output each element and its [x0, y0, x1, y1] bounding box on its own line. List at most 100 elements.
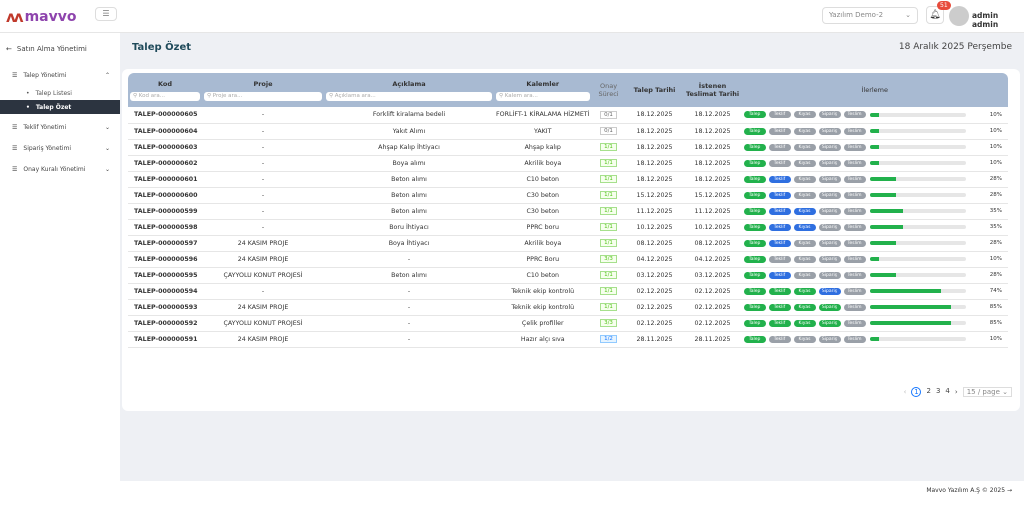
progress-percent: 10% [989, 144, 1002, 150]
progress-bar [869, 257, 966, 261]
sidebar-item-talep-ozet[interactable]: • Talep Özet [0, 100, 120, 114]
cell-onay: 3/3 [591, 315, 626, 332]
cell-kalemler: Teknik ekip kontrolü [494, 299, 592, 316]
cell-kod[interactable]: TALEP-000000598 [128, 219, 202, 236]
table-row[interactable]: TALEP-000000600 - Beton alımı C30 beton … [128, 187, 1008, 204]
cell-kod[interactable]: TALEP-000000591 [128, 331, 202, 348]
user-name[interactable]: admin admin [972, 11, 999, 29]
approval-badge: 1/1 [600, 159, 617, 167]
stage-badge: Kıyas [793, 335, 816, 343]
sidebar-item-onay-kurali-yonetimi[interactable]: ☰ Onay Kuralı Yönetimi ⌄ [0, 159, 120, 180]
table-row[interactable]: TALEP-000000591 24 KASIM PROJE - Hazır a… [128, 331, 1008, 348]
cell-kalemler: PPRC boru [494, 219, 592, 236]
stage-badge: Teslim [843, 223, 866, 231]
cell-teslimat-tarihi: 28.11.2025 [683, 331, 742, 348]
sidebar: ← Satın Alma Yönetimi ☰ Talep Yönetimi ⌃ • T… [0, 33, 120, 505]
col-proje: Proje ⚲ Proje ara... [202, 73, 324, 107]
next-page-icon[interactable]: › [954, 388, 958, 396]
table-row[interactable]: TALEP-000000605 - Forklift kiralama bede… [128, 107, 1008, 124]
sidebar-toggle-button[interactable]: ☰ [95, 7, 117, 21]
cell-kod[interactable]: TALEP-000000599 [128, 203, 202, 220]
avatar[interactable] [949, 6, 969, 26]
company-select-value: Yazılım Demo-2 [829, 11, 884, 19]
table-row[interactable]: TALEP-000000594 - - Teknik ekip kontrolü… [128, 283, 1008, 300]
cell-kod[interactable]: TALEP-000000592 [128, 315, 202, 332]
cell-kod[interactable]: TALEP-000000594 [128, 283, 202, 300]
sidebar-item-talep-listesi[interactable]: • Talep Listesi [0, 86, 120, 100]
table-row[interactable]: TALEP-000000595 ÇAYYOLU KONUT PROJESİ Be… [128, 267, 1008, 284]
cell-onay: 1/1 [591, 299, 626, 316]
notification-bell-icon[interactable]: 🔔︎ [926, 6, 944, 24]
col-onay: Onay Süreci [591, 73, 626, 107]
logo[interactable]: ᴧᴧ mavvo [6, 8, 76, 26]
page-1-button[interactable]: 1 [911, 387, 922, 397]
progress-percent: 35% [989, 208, 1002, 214]
page-3-button[interactable]: 3 [935, 387, 941, 395]
kod-search-input[interactable]: ⚲ Kod ara... [130, 91, 200, 101]
stage-badge: Sipariş [818, 255, 841, 263]
cell-talep-tarihi: 10.12.2025 [625, 219, 684, 236]
company-select[interactable]: Yazılım Demo-2 ⌄ [822, 7, 918, 24]
cell-kod[interactable]: TALEP-000000597 [128, 235, 202, 252]
page-title: Talep Özet [132, 42, 192, 53]
cell-onay: 1/1 [591, 139, 626, 156]
aciklama-search-input[interactable]: ⚲ Açıklama ara... [326, 91, 492, 101]
sidebar-item-siparis-yonetimi[interactable]: ☰ Sipariş Yönetimi ⌄ [0, 138, 120, 159]
stage-badge: Teklif [768, 127, 791, 135]
approval-badge: 1/1 [600, 303, 617, 311]
table-row[interactable]: TALEP-000000596 24 KASIM PROJE - PPRC Bo… [128, 251, 1008, 268]
stage-badge: Sipariş [818, 127, 841, 135]
table-row[interactable]: TALEP-000000604 - Yakıt Alımı YAKIT 0/1 … [128, 123, 1008, 140]
table-row[interactable]: TALEP-000000592 ÇAYYOLU KONUT PROJESİ - … [128, 315, 1008, 332]
cell-kod[interactable]: TALEP-000000604 [128, 123, 202, 140]
summary-card: Kod ⚲ Kod ara... Proje ⚲ Proje ara... Açık… [122, 69, 1020, 411]
col-talep-tarihi: Talep Tarihi [625, 73, 684, 107]
cell-talep-tarihi: 18.12.2025 [625, 139, 684, 156]
cell-onay: 1/1 [591, 283, 626, 300]
table-row[interactable]: TALEP-000000603 - Ahşap Kalıp İhtiyacı A… [128, 139, 1008, 156]
progress-bar [869, 145, 966, 149]
cell-kod[interactable]: TALEP-000000601 [128, 171, 202, 188]
proje-search-input[interactable]: ⚲ Proje ara... [204, 91, 322, 101]
progress-percent: 10% [989, 256, 1002, 262]
page-size-select[interactable]: 15 / page ⌄ [962, 387, 1012, 397]
col-teslimat-tarihi: İstenen Teslimat Tarihi [683, 73, 742, 107]
cell-kod[interactable]: TALEP-000000605 [128, 107, 202, 124]
table-row[interactable]: TALEP-000000597 24 KASIM PROJE Boya İhti… [128, 235, 1008, 252]
stage-badge: Teklif [768, 287, 791, 295]
cell-ilerleme: Talep Teklif Kıyas Sipariş Teslim 10% [741, 107, 1008, 124]
cell-onay: 1/1 [591, 203, 626, 220]
table-row[interactable]: TALEP-000000593 24 KASIM PROJE - Teknik … [128, 299, 1008, 316]
cell-ilerleme: Talep Teklif Kıyas Sipariş Teslim 10% [741, 139, 1008, 156]
cell-aciklama: Yakıt Alımı [324, 123, 494, 140]
cell-talep-tarihi: 04.12.2025 [625, 251, 684, 268]
kalemler-search-input[interactable]: ⚲ Kalem ara... [496, 91, 590, 101]
page-2-button[interactable]: 2 [926, 387, 931, 395]
stage-badge: Kıyas [793, 175, 816, 183]
stage-badge: Talep [743, 127, 766, 135]
cell-kod[interactable]: TALEP-000000595 [128, 267, 202, 284]
cell-ilerleme: Talep Teklif Kıyas Sipariş Teslim 28% [741, 267, 1008, 284]
sidebar-item-teklif-yonetimi[interactable]: ☰ Teklif Yönetimi ⌄ [0, 117, 120, 138]
stage-badge: Sipariş [818, 159, 841, 167]
cell-kod[interactable]: TALEP-000000596 [128, 251, 202, 268]
cell-kod[interactable]: TALEP-000000600 [128, 187, 202, 204]
prev-page-icon[interactable]: ‹ [903, 388, 907, 396]
approval-badge: 0/1 [600, 127, 617, 135]
cell-kod[interactable]: TALEP-000000603 [128, 139, 202, 156]
back-button[interactable]: ← Satın Alma Yönetimi [0, 33, 120, 65]
table-row[interactable]: TALEP-000000601 - Beton alımı C10 beton … [128, 171, 1008, 188]
page-4-button[interactable]: 4 [945, 387, 950, 395]
cell-aciklama: Forklift kiralama bedeli [324, 107, 494, 124]
cell-kod[interactable]: TALEP-000000593 [128, 299, 202, 316]
table-row[interactable]: TALEP-000000602 - Boya alımı Akrilik boy… [128, 155, 1008, 172]
cell-kod[interactable]: TALEP-000000602 [128, 155, 202, 172]
sidebar-item-label: Talep Listesi [35, 89, 72, 97]
cell-talep-tarihi: 02.12.2025 [625, 283, 684, 300]
stage-badge: Kıyas [793, 303, 816, 311]
table-row[interactable]: TALEP-000000598 - Boru İhtiyacı PPRC bor… [128, 219, 1008, 236]
table-row[interactable]: TALEP-000000599 - Beton alımı C30 beton … [128, 203, 1008, 220]
cell-teslimat-tarihi: 15.12.2025 [683, 187, 742, 204]
sidebar-item-talep-yonetimi[interactable]: ☰ Talep Yönetimi ⌃ [0, 65, 120, 86]
